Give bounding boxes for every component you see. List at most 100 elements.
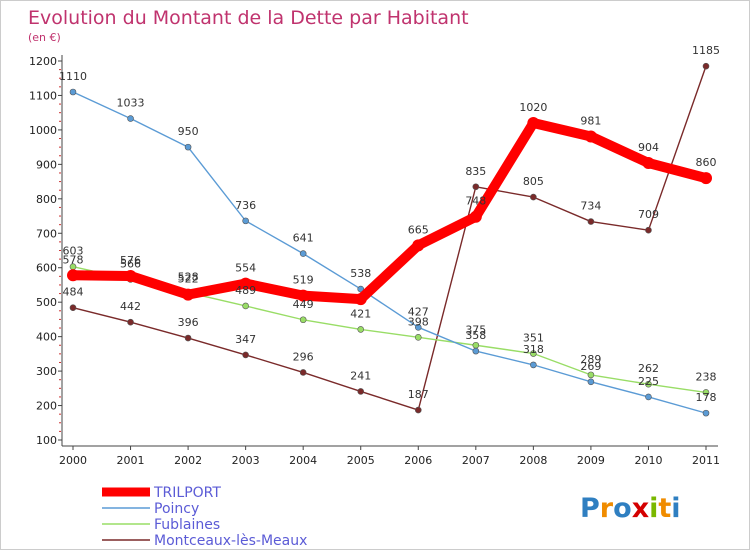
- y-tick-label: 800: [36, 193, 57, 206]
- y-tick-label: 1000: [29, 124, 57, 137]
- data-point: [702, 389, 710, 396]
- data-label: 578: [63, 253, 84, 266]
- data-label: 748: [465, 195, 486, 208]
- data-point: [124, 269, 137, 282]
- data-point: [357, 326, 365, 333]
- axes: 100 200 300 400 500 600 700 800 900 1000 1100 1200 2…: [29, 55, 720, 467]
- chart-title: Evolution du Montant de la Dette par Hab…: [28, 7, 469, 29]
- legend-entry: Poincy: [154, 501, 199, 517]
- data-point: [530, 361, 537, 369]
- data-point: [645, 380, 652, 388]
- data-point: [700, 172, 712, 185]
- data-point: [584, 130, 597, 143]
- x-tick-label: 2004: [289, 454, 317, 467]
- data-label: 396: [178, 316, 199, 329]
- x-tick-label: 2002: [174, 454, 202, 467]
- data-label: 269: [580, 360, 601, 373]
- data-label: 1020: [519, 101, 547, 114]
- data-label: 576: [120, 254, 141, 267]
- data-label: 736: [235, 199, 256, 212]
- data-label: 522: [178, 273, 199, 286]
- x-tick-label: 2009: [577, 454, 605, 467]
- data-label: 665: [408, 223, 429, 236]
- data-label: 709: [638, 208, 659, 221]
- data-point: [184, 334, 192, 342]
- x-tick-label: 2010: [634, 454, 662, 467]
- data-label: 375: [465, 323, 486, 336]
- legend: TRILPORTPoincyFublainesMontceaux-lès-Mea…: [102, 485, 307, 549]
- y-tick-label: 100: [36, 434, 57, 447]
- data-point: [67, 269, 79, 282]
- data-point: [472, 183, 480, 191]
- data-label: 734: [580, 200, 601, 213]
- data-label: 484: [63, 286, 84, 299]
- x-tick-label: 2005: [347, 454, 375, 467]
- data-point: [530, 350, 537, 357]
- x-tick-label: 2000: [59, 454, 87, 467]
- data-label: 981: [580, 114, 601, 127]
- data-point: [414, 324, 422, 331]
- data-point: [69, 304, 77, 311]
- data-label: 187: [408, 388, 429, 401]
- data-point: [642, 156, 655, 169]
- y-tick-label: 700: [36, 227, 57, 240]
- data-label: 289: [580, 353, 601, 366]
- data-point: [702, 62, 710, 70]
- data-label: 835: [465, 165, 486, 178]
- series-line-montceaux-l-s-meaux: [72, 65, 707, 411]
- data-point: [239, 277, 252, 290]
- data-point: [527, 117, 540, 130]
- legend-entry: TRILPORT: [153, 485, 221, 501]
- data-point: [69, 88, 77, 96]
- y-tick-label: 1100: [29, 89, 57, 102]
- data-point: [587, 371, 595, 379]
- x-tick-label: 2003: [232, 454, 260, 467]
- data-point: [184, 143, 192, 151]
- data-label: 238: [696, 370, 717, 383]
- data-point: [472, 341, 480, 349]
- data-point: [587, 378, 595, 386]
- data-point: [645, 393, 652, 401]
- y-tick-label: 900: [36, 158, 57, 171]
- data-label: 554: [235, 262, 256, 275]
- data-label: 398: [408, 315, 429, 328]
- data-label: 904: [638, 141, 659, 154]
- y-tick-label: 600: [36, 262, 57, 275]
- data-point: [242, 302, 249, 310]
- y-tick-label: 200: [36, 400, 57, 413]
- data-label: 241: [350, 369, 371, 382]
- data-point: [412, 239, 425, 252]
- logo-text: Proxiti: [580, 493, 681, 524]
- data-point: [299, 316, 307, 324]
- data-label: 427: [408, 305, 429, 318]
- data-point: [414, 406, 422, 414]
- data-label: 566: [120, 257, 141, 270]
- data-labels: 578 576 522 554 519 665 748 1020 981 904 860 1110 10…: [59, 44, 720, 404]
- y-tick-label: 500: [36, 296, 57, 309]
- x-tick-label: 2011: [692, 454, 720, 467]
- data-point: [357, 388, 365, 395]
- data-label: 421: [350, 307, 371, 320]
- data-point: [354, 293, 367, 306]
- data-label: 519: [293, 274, 314, 287]
- data-label: 351: [523, 332, 544, 345]
- proxiti-logo: Proxiti: [580, 493, 681, 524]
- data-point: [472, 347, 480, 355]
- data-label: 860: [696, 156, 717, 169]
- x-tick-label: 2008: [519, 454, 547, 467]
- chart-subtitle: (en €): [28, 31, 61, 44]
- data-label: 318: [523, 343, 544, 356]
- data-label: 178: [696, 391, 717, 404]
- data-label: 641: [293, 232, 314, 245]
- x-tick-label: 2007: [462, 454, 490, 467]
- series-line-poincy: [72, 91, 707, 414]
- legend-entry: Fublaines: [154, 517, 220, 533]
- data-label: 489: [235, 284, 256, 297]
- data-point: [127, 115, 134, 122]
- data-label: 528: [178, 271, 199, 284]
- y-tick-label: 1200: [29, 55, 57, 68]
- data-label: 442: [120, 300, 141, 313]
- data-label: 538: [350, 267, 371, 280]
- data-point: [587, 218, 595, 225]
